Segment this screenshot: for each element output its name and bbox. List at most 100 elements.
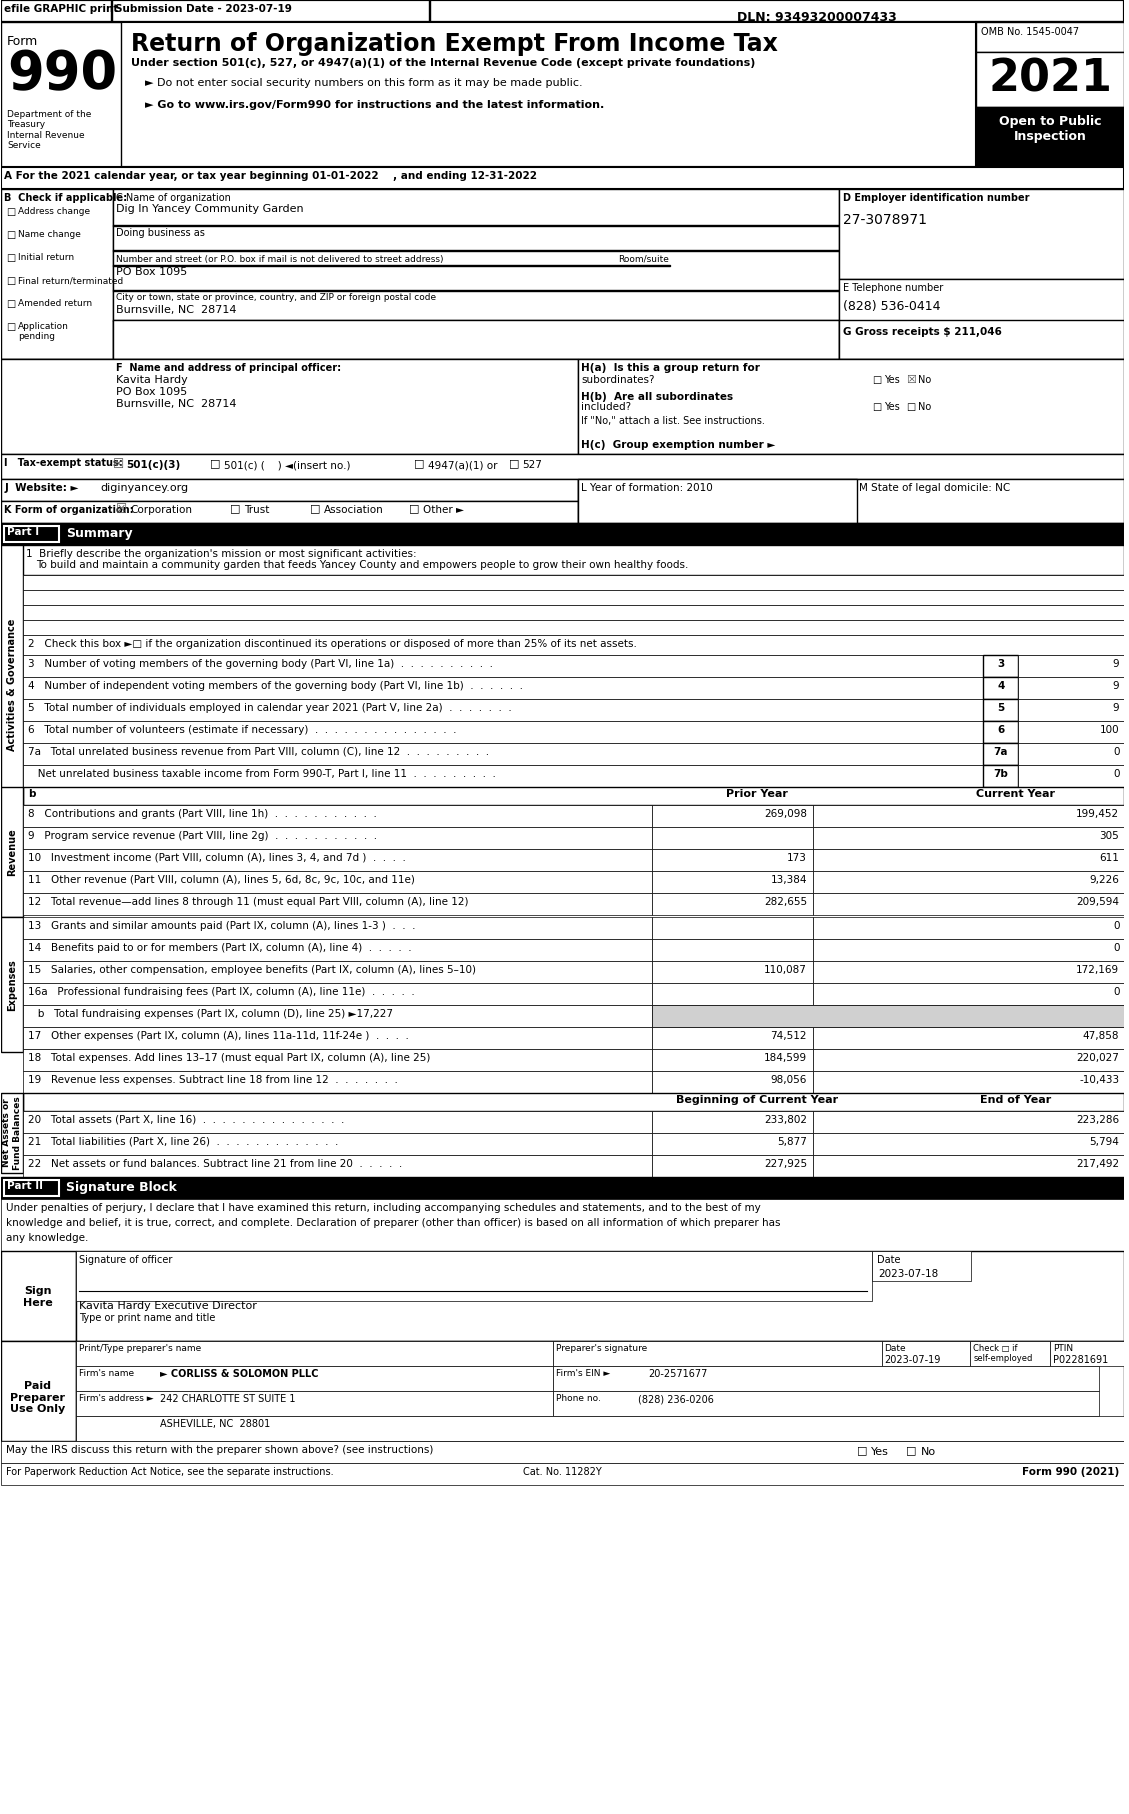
Text: (828) 236-0206: (828) 236-0206 bbox=[638, 1393, 714, 1404]
Text: 14   Benefits paid to or for members (Part IX, column (A), line 4)  .  .  .  .  : 14 Benefits paid to or for members (Part… bbox=[28, 943, 412, 952]
Bar bbox=[813, 1110, 1124, 1134]
Text: 20-2571677: 20-2571677 bbox=[648, 1370, 707, 1379]
Bar bbox=[983, 720, 1018, 744]
Text: Yes: Yes bbox=[884, 403, 900, 412]
Text: ► Go to www.irs.gov/Form990 for instructions and the latest information.: ► Go to www.irs.gov/Form990 for instruct… bbox=[146, 100, 605, 111]
Bar bbox=[651, 805, 813, 827]
Bar bbox=[1, 1199, 1124, 1252]
Bar bbox=[23, 606, 1124, 620]
Bar bbox=[1, 0, 1124, 22]
Bar bbox=[983, 744, 1018, 766]
Text: 100: 100 bbox=[1100, 726, 1119, 735]
Bar bbox=[813, 1070, 1124, 1094]
Text: Form 990 (2021): Form 990 (2021) bbox=[1022, 1468, 1119, 1477]
Text: Phone no.: Phone no. bbox=[557, 1393, 601, 1402]
Bar bbox=[23, 983, 651, 1005]
Bar bbox=[1, 1177, 1124, 1199]
Text: 6   Total number of volunteers (estimate if necessary)  .  .  .  .  .  .  .  .  : 6 Total number of volunteers (estimate i… bbox=[28, 726, 456, 735]
Text: 5,794: 5,794 bbox=[1089, 1137, 1119, 1146]
Text: 6: 6 bbox=[997, 726, 1005, 735]
Bar bbox=[76, 1391, 553, 1417]
Bar bbox=[23, 1070, 651, 1094]
Text: 17   Other expenses (Part IX, column (A), lines 11a-11d, 11f-24e )  .  .  .  .: 17 Other expenses (Part IX, column (A), … bbox=[28, 1030, 409, 1041]
Text: Preparer's signature: Preparer's signature bbox=[557, 1344, 648, 1353]
Text: 2021: 2021 bbox=[989, 56, 1113, 100]
Text: □: □ bbox=[409, 502, 420, 513]
Text: 0: 0 bbox=[1113, 987, 1119, 998]
Bar bbox=[23, 1110, 651, 1134]
Text: Expenses: Expenses bbox=[7, 960, 17, 1010]
Bar bbox=[23, 766, 983, 787]
Bar bbox=[76, 1417, 1124, 1440]
Text: DLN: 93493200007433: DLN: 93493200007433 bbox=[737, 11, 896, 24]
Text: diginyancey.org: diginyancey.org bbox=[100, 483, 189, 493]
Text: 110,087: 110,087 bbox=[764, 965, 807, 974]
Text: 74,512: 74,512 bbox=[770, 1030, 807, 1041]
Text: Part II: Part II bbox=[7, 1181, 43, 1192]
Text: 47,858: 47,858 bbox=[1083, 1030, 1119, 1041]
Text: H(a)  Is this a group return for: H(a) Is this a group return for bbox=[581, 363, 760, 374]
Bar bbox=[1, 189, 113, 359]
Bar bbox=[1, 359, 1124, 454]
Text: Yes: Yes bbox=[870, 1448, 889, 1457]
Text: H(b)  Are all subordinates: H(b) Are all subordinates bbox=[581, 392, 734, 403]
Text: 21   Total liabilities (Part X, line 26)  .  .  .  .  .  .  .  .  .  .  .  .  .: 21 Total liabilities (Part X, line 26) .… bbox=[28, 1137, 339, 1146]
Text: 10   Investment income (Part VIII, column (A), lines 3, 4, and 7d )  .  .  .  .: 10 Investment income (Part VIII, column … bbox=[28, 853, 406, 863]
Text: Beginning of Current Year: Beginning of Current Year bbox=[676, 1096, 839, 1105]
Bar bbox=[1, 1440, 1124, 1464]
Text: □: □ bbox=[230, 502, 240, 513]
Text: B  Check if applicable:: B Check if applicable: bbox=[5, 192, 128, 203]
Text: Date: Date bbox=[876, 1255, 900, 1264]
Text: May the IRS discuss this return with the preparer shown above? (see instructions: May the IRS discuss this return with the… bbox=[6, 1446, 434, 1455]
Bar bbox=[813, 805, 1124, 827]
Text: No: No bbox=[920, 1448, 936, 1457]
Bar bbox=[1018, 720, 1124, 744]
Bar bbox=[76, 1252, 872, 1301]
Text: Initial return: Initial return bbox=[18, 252, 75, 261]
Text: End of Year: End of Year bbox=[980, 1096, 1051, 1105]
Bar bbox=[23, 720, 983, 744]
Text: 269,098: 269,098 bbox=[764, 809, 807, 818]
Text: Prior Year: Prior Year bbox=[726, 789, 788, 798]
Bar bbox=[1, 1341, 76, 1440]
Bar bbox=[23, 940, 651, 961]
Text: G Gross receipts $ 211,046: G Gross receipts $ 211,046 bbox=[843, 327, 1001, 337]
Bar bbox=[553, 1341, 882, 1366]
Bar bbox=[983, 698, 1018, 720]
Bar bbox=[1018, 655, 1124, 677]
Text: L Year of formation: 2010: L Year of formation: 2010 bbox=[581, 483, 712, 493]
Text: 18   Total expenses. Add lines 13–17 (must equal Part IX, column (A), line 25): 18 Total expenses. Add lines 13–17 (must… bbox=[28, 1052, 430, 1063]
Bar bbox=[23, 961, 651, 983]
Text: 4947(a)(1) or: 4947(a)(1) or bbox=[428, 461, 498, 470]
Bar bbox=[1, 787, 23, 918]
Text: included?: included? bbox=[581, 403, 631, 412]
Text: To build and maintain a community garden that feeds Yancey County and empowers p: To build and maintain a community garden… bbox=[36, 561, 689, 570]
Text: Sign
Here: Sign Here bbox=[23, 1286, 53, 1308]
Text: Firm's address ►: Firm's address ► bbox=[79, 1393, 154, 1402]
Text: PTIN: PTIN bbox=[1052, 1344, 1073, 1353]
Text: ☒: ☒ bbox=[907, 375, 917, 385]
Bar bbox=[813, 827, 1124, 849]
Text: □: □ bbox=[508, 457, 519, 468]
Text: □: □ bbox=[210, 457, 220, 468]
Text: b   Total fundraising expenses (Part IX, column (D), line 25) ►17,227: b Total fundraising expenses (Part IX, c… bbox=[28, 1009, 393, 1019]
Bar bbox=[1, 0, 1124, 22]
Text: Part I: Part I bbox=[7, 528, 40, 537]
Bar bbox=[839, 279, 1124, 359]
Text: 8   Contributions and grants (Part VIII, line 1h)  .  .  .  .  .  .  .  .  .  . : 8 Contributions and grants (Part VIII, l… bbox=[28, 809, 377, 818]
Text: Amended return: Amended return bbox=[18, 299, 93, 308]
Text: Trust: Trust bbox=[244, 504, 270, 515]
Text: Department of the
Treasury
Internal Revenue
Service: Department of the Treasury Internal Reve… bbox=[7, 111, 91, 151]
Text: Signature Block: Signature Block bbox=[65, 1181, 177, 1194]
Text: ☒: ☒ bbox=[113, 457, 124, 472]
Bar bbox=[813, 1048, 1124, 1070]
Text: 3   Number of voting members of the governing body (Part VI, line 1a)  .  .  .  : 3 Number of voting members of the govern… bbox=[28, 658, 493, 669]
Text: Burnsville, NC  28714: Burnsville, NC 28714 bbox=[115, 305, 236, 316]
Text: 184,599: 184,599 bbox=[764, 1052, 807, 1063]
Text: 611: 611 bbox=[1100, 853, 1119, 863]
Text: 9: 9 bbox=[1113, 680, 1119, 691]
Text: 0: 0 bbox=[1113, 943, 1119, 952]
Bar bbox=[813, 1027, 1124, 1048]
Bar bbox=[5, 526, 59, 542]
Text: Revenue: Revenue bbox=[7, 829, 17, 876]
